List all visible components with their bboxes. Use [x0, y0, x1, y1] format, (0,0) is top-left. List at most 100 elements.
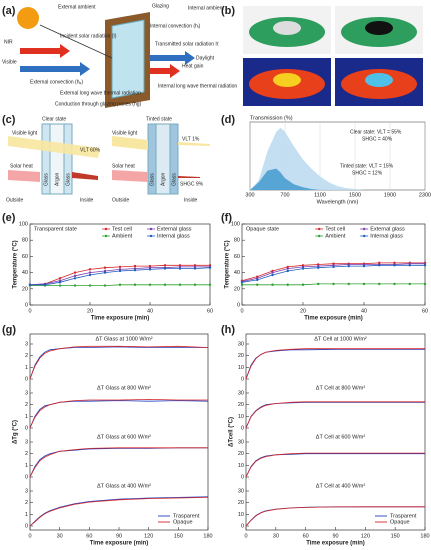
panel-label: (a)	[2, 5, 16, 17]
x-tick-label: 300	[245, 192, 254, 198]
annotation: SHGC = 12%	[352, 170, 383, 176]
marker	[378, 282, 381, 286]
plot-frame	[29, 333, 209, 531]
marker	[240, 283, 244, 286]
y-tick-label: 10	[238, 463, 244, 469]
annotation: ΔT Glass at 800 W/m²	[97, 385, 151, 391]
y-axis-label: Temperature (°C)	[225, 240, 231, 288]
series-line	[245, 401, 425, 429]
diagram-label: Outside	[112, 197, 129, 203]
marker	[58, 284, 62, 287]
annotation: ΔT Glass at 1000 W/m²	[95, 336, 152, 342]
y-tick-label: 80	[234, 238, 240, 244]
diagram-a	[17, 7, 195, 108]
x-tick-label: 2300	[419, 192, 431, 198]
diagram-label: Argon	[160, 172, 166, 186]
marker	[133, 264, 137, 268]
panel-label: (d)	[221, 114, 235, 126]
x-tick-label: 60	[422, 308, 428, 314]
y-tick-label: 3	[25, 488, 28, 494]
marker	[208, 266, 212, 269]
series-line	[29, 497, 209, 527]
marker	[271, 283, 274, 286]
diagram-label: Internal ambient	[188, 5, 224, 11]
window-heat	[273, 73, 301, 87]
diagram-label: Heat gain	[182, 63, 204, 69]
x-tick-label: 40	[361, 308, 367, 314]
y-tick-label: 0	[241, 425, 244, 431]
y-tick-label: 0	[25, 302, 28, 308]
diagram-label: External ambient	[58, 4, 96, 10]
diagram-label: Inside	[80, 197, 94, 203]
diagram-label: Internal convection (hᵢ)	[150, 23, 201, 29]
legend-label: Trasparent	[390, 513, 417, 519]
annotation: ΔT Glass at 600 W/m²	[97, 434, 151, 440]
series-line	[245, 348, 425, 380]
light-band	[8, 136, 100, 158]
marker	[208, 283, 212, 286]
x-axis-label: Time exposure (min)	[90, 541, 149, 547]
marker	[118, 265, 122, 269]
diagram-label: Visible	[2, 59, 17, 65]
y-tick-label: 100	[19, 221, 28, 227]
diagram-label: Conduction through glazing panes (hg)	[55, 101, 142, 107]
y-tick-label: 0	[25, 474, 28, 480]
y-tick-label: 40	[234, 270, 240, 276]
diagram-label: Tinted state	[146, 116, 172, 122]
diagram-label: Glass	[149, 173, 155, 186]
sun	[17, 7, 39, 29]
marker	[347, 264, 350, 268]
marker	[393, 264, 396, 267]
x-tick-label: 1100	[314, 192, 326, 198]
legend-label: Trasparent	[173, 513, 200, 519]
y-tick-label: 0	[241, 523, 244, 529]
diagram-label: External long wave thermal radiation	[60, 90, 141, 96]
x-tick-label: 700	[280, 192, 289, 198]
x-tick-label: 0	[244, 533, 247, 539]
marker	[43, 283, 47, 286]
glazing	[111, 19, 145, 99]
y-tick-label: 40	[22, 270, 28, 276]
legend-label: Opaque	[173, 519, 193, 525]
marker	[103, 266, 107, 269]
marker	[148, 268, 152, 271]
legend-marker	[318, 227, 321, 231]
y-tick-label: 2	[25, 500, 28, 506]
x-tick-label: 1900	[384, 192, 396, 198]
marker	[118, 269, 122, 273]
x-tick-label: 20	[300, 308, 306, 314]
marker	[178, 267, 182, 270]
annotation: ΔT Cell at 1000 W/m²	[314, 336, 367, 342]
panel-label: (b)	[221, 5, 235, 17]
y-tick-label: 30	[238, 488, 244, 494]
y-tick-label: 1	[25, 365, 28, 371]
diagram-label: NIR	[4, 39, 13, 45]
x-axis-label: Time exposure (min)	[304, 316, 363, 322]
y-tick-label: 20	[238, 353, 244, 359]
heat-band	[112, 170, 148, 182]
x-tick-label: 60	[303, 533, 309, 539]
legend-label: External glass	[157, 226, 192, 232]
diagram-label: Inside	[184, 197, 198, 203]
y-tick-label: 2	[25, 402, 28, 408]
panel-label: (e)	[2, 212, 16, 224]
glass	[169, 123, 179, 195]
marker	[286, 269, 289, 273]
x-axis-label: Time exposure (min)	[91, 316, 150, 322]
marker	[73, 271, 77, 274]
legend-marker	[104, 227, 108, 231]
x-tick-label: 60	[207, 308, 213, 314]
marker	[58, 277, 62, 280]
legend-marker	[104, 234, 108, 238]
diagram-label: Transmitted solar radiation Iτ	[155, 41, 219, 47]
y-tick-label: 20	[238, 500, 244, 506]
series-line	[245, 506, 425, 527]
y-tick-label: 2	[25, 451, 28, 457]
marker	[271, 273, 274, 277]
diagram-label: Internal long wave thermal radiation	[158, 83, 237, 89]
marker	[362, 264, 366, 268]
y-tick-label: 0	[25, 523, 28, 529]
marker	[193, 283, 197, 286]
y-tick-label: 30	[238, 439, 244, 445]
diagram-label: Daylight	[196, 55, 215, 61]
